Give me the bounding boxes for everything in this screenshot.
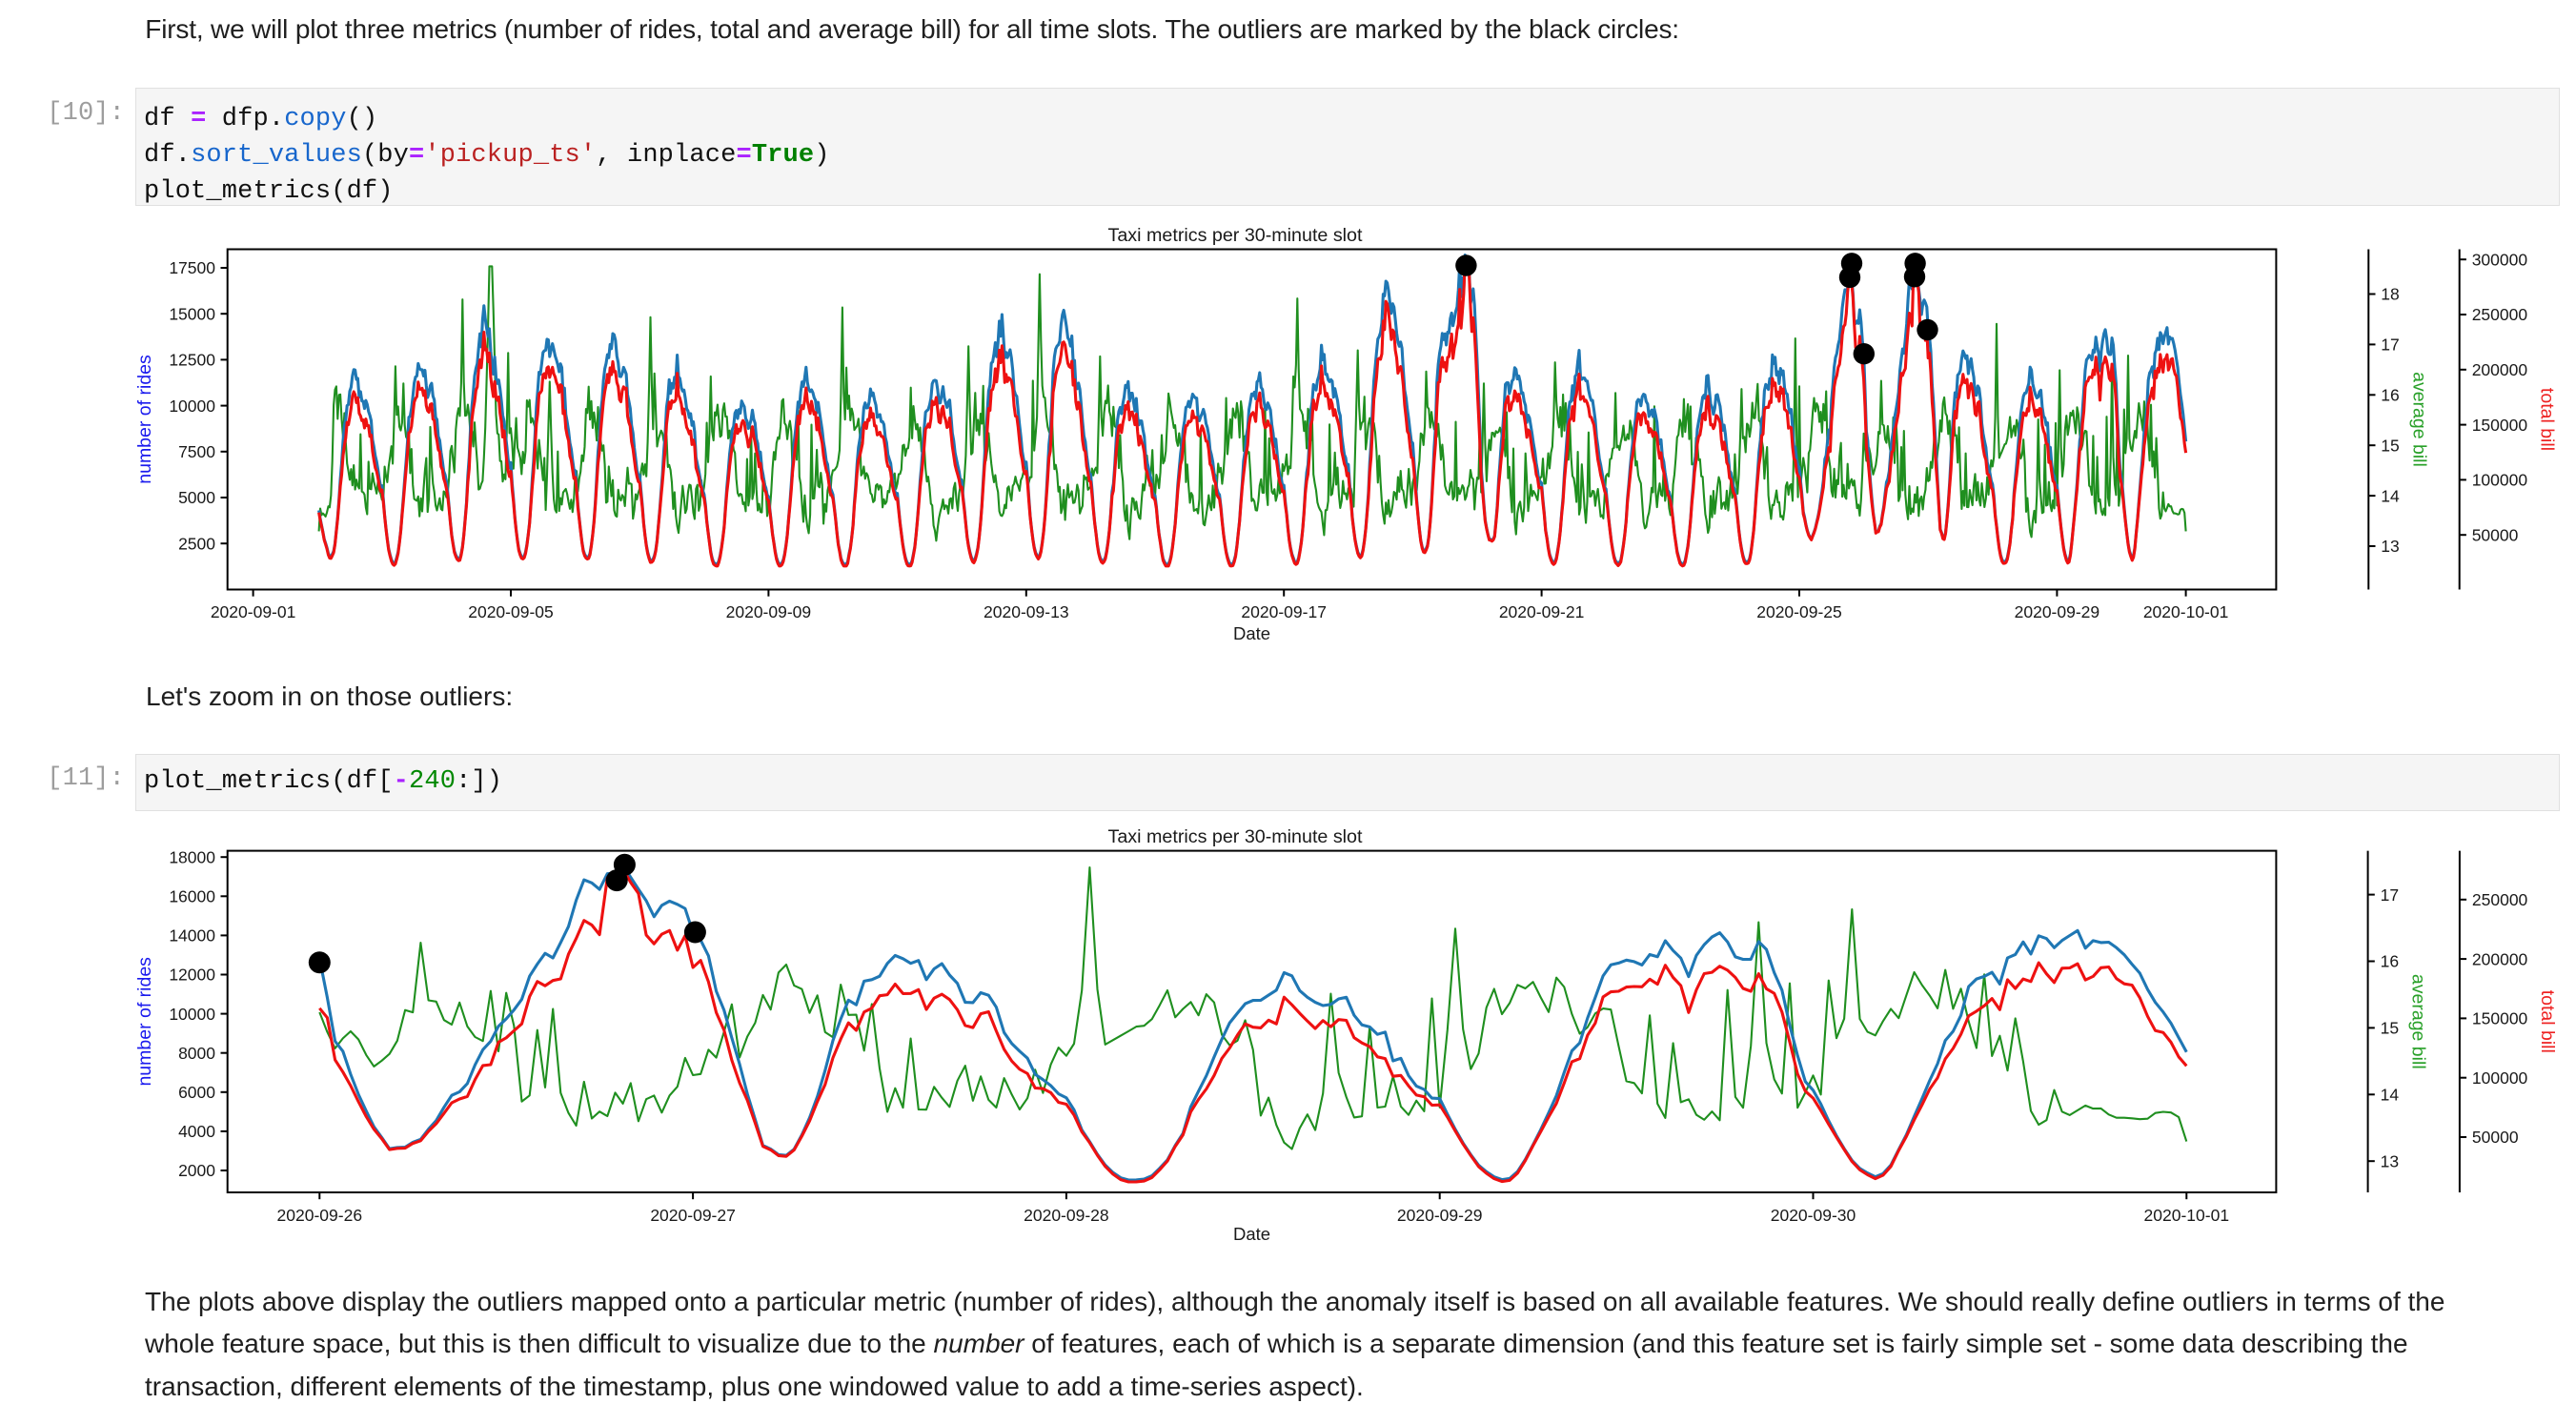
svg-text:13: 13 <box>2381 537 2399 556</box>
svg-text:total bill: total bill <box>2537 388 2558 451</box>
svg-text:10000: 10000 <box>169 1005 215 1024</box>
svg-text:16000: 16000 <box>169 887 215 906</box>
svg-text:number of rides: number of rides <box>134 355 155 484</box>
svg-text:18: 18 <box>2381 285 2399 304</box>
svg-text:2020-10-01: 2020-10-01 <box>2144 1206 2230 1225</box>
svg-text:200000: 200000 <box>2472 360 2528 379</box>
svg-text:14: 14 <box>2381 1086 2400 1105</box>
svg-text:17: 17 <box>2381 336 2399 355</box>
svg-text:2020-09-26: 2020-09-26 <box>277 1206 363 1225</box>
svg-text:13: 13 <box>2381 1151 2399 1170</box>
svg-text:100000: 100000 <box>2472 471 2528 490</box>
svg-text:Taxi metrics per 30-minute slo: Taxi metrics per 30-minute slot <box>1108 826 1363 847</box>
svg-text:16: 16 <box>2381 386 2399 405</box>
svg-text:50000: 50000 <box>2472 1128 2519 1147</box>
svg-text:17500: 17500 <box>169 258 215 277</box>
svg-text:7500: 7500 <box>178 442 215 461</box>
svg-text:150000: 150000 <box>2472 1009 2528 1028</box>
svg-text:5000: 5000 <box>178 488 215 507</box>
svg-text:50000: 50000 <box>2472 525 2519 544</box>
svg-text:150000: 150000 <box>2472 416 2528 435</box>
svg-text:2020-09-27: 2020-09-27 <box>650 1206 736 1225</box>
svg-text:18000: 18000 <box>169 847 215 866</box>
svg-text:2020-09-13: 2020-09-13 <box>984 602 1069 621</box>
svg-text:250000: 250000 <box>2472 305 2528 324</box>
svg-text:4000: 4000 <box>178 1122 215 1141</box>
svg-text:6000: 6000 <box>178 1083 215 1102</box>
svg-text:10000: 10000 <box>169 397 215 416</box>
svg-text:15000: 15000 <box>169 304 215 323</box>
svg-text:2020-09-29: 2020-09-29 <box>2015 602 2100 621</box>
svg-text:total bill: total bill <box>2537 990 2558 1053</box>
svg-text:number of rides: number of rides <box>134 957 155 1087</box>
svg-text:average bill: average bill <box>2408 974 2429 1069</box>
svg-text:2020-10-01: 2020-10-01 <box>2143 602 2229 621</box>
svg-text:12500: 12500 <box>169 351 215 370</box>
svg-text:8000: 8000 <box>178 1044 215 1063</box>
svg-text:16: 16 <box>2381 952 2399 971</box>
svg-text:Date: Date <box>1233 1224 1270 1244</box>
svg-text:2020-09-25: 2020-09-25 <box>1756 602 1842 621</box>
svg-text:250000: 250000 <box>2472 890 2528 909</box>
svg-text:15: 15 <box>2381 1019 2399 1038</box>
svg-text:12000: 12000 <box>169 966 215 985</box>
svg-text:14: 14 <box>2381 486 2400 505</box>
svg-text:17: 17 <box>2381 885 2399 905</box>
svg-text:2020-09-09: 2020-09-09 <box>726 602 812 621</box>
svg-text:Date: Date <box>1233 623 1270 643</box>
svg-text:200000: 200000 <box>2472 949 2528 968</box>
svg-text:2500: 2500 <box>178 534 215 553</box>
svg-text:2020-09-05: 2020-09-05 <box>468 602 554 621</box>
svg-text:average bill: average bill <box>2408 372 2429 467</box>
svg-text:2020-09-28: 2020-09-28 <box>1024 1206 1109 1225</box>
svg-text:2020-09-30: 2020-09-30 <box>1771 1206 1856 1225</box>
svg-text:15: 15 <box>2381 436 2399 455</box>
svg-text:300000: 300000 <box>2472 250 2528 269</box>
svg-text:2000: 2000 <box>178 1161 215 1180</box>
svg-text:2020-09-01: 2020-09-01 <box>211 602 296 621</box>
svg-text:2020-09-17: 2020-09-17 <box>1241 602 1327 621</box>
svg-text:2020-09-29: 2020-09-29 <box>1397 1206 1483 1225</box>
svg-text:100000: 100000 <box>2472 1068 2528 1088</box>
svg-text:2020-09-21: 2020-09-21 <box>1499 602 1585 621</box>
svg-text:Taxi metrics per 30-minute slo: Taxi metrics per 30-minute slot <box>1108 225 1363 246</box>
svg-text:14000: 14000 <box>169 926 215 946</box>
